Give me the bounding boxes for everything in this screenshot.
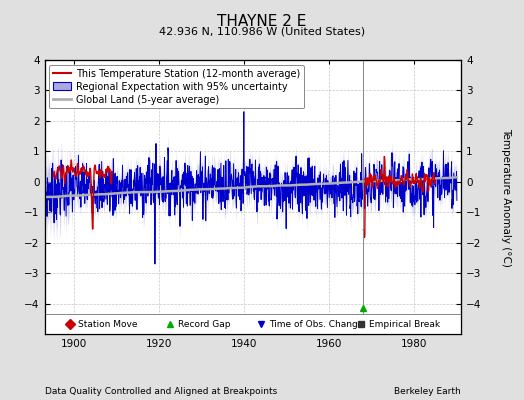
- Text: 42.936 N, 110.986 W (United States): 42.936 N, 110.986 W (United States): [159, 26, 365, 36]
- Text: Data Quality Controlled and Aligned at Breakpoints: Data Quality Controlled and Aligned at B…: [45, 387, 277, 396]
- Text: Berkeley Earth: Berkeley Earth: [395, 387, 461, 396]
- Y-axis label: Temperature Anomaly (°C): Temperature Anomaly (°C): [501, 128, 511, 266]
- Bar: [45, 314, 461, 334]
- Text: Record Gap: Record Gap: [178, 320, 231, 329]
- Text: THAYNE 2 E: THAYNE 2 E: [217, 14, 307, 29]
- Text: Station Move: Station Move: [78, 320, 137, 329]
- Legend: This Temperature Station (12-month average), Regional Expectation with 95% uncer: This Temperature Station (12-month avera…: [49, 65, 304, 108]
- Text: Time of Obs. Change: Time of Obs. Change: [269, 320, 364, 329]
- Text: Empirical Break: Empirical Break: [369, 320, 441, 329]
